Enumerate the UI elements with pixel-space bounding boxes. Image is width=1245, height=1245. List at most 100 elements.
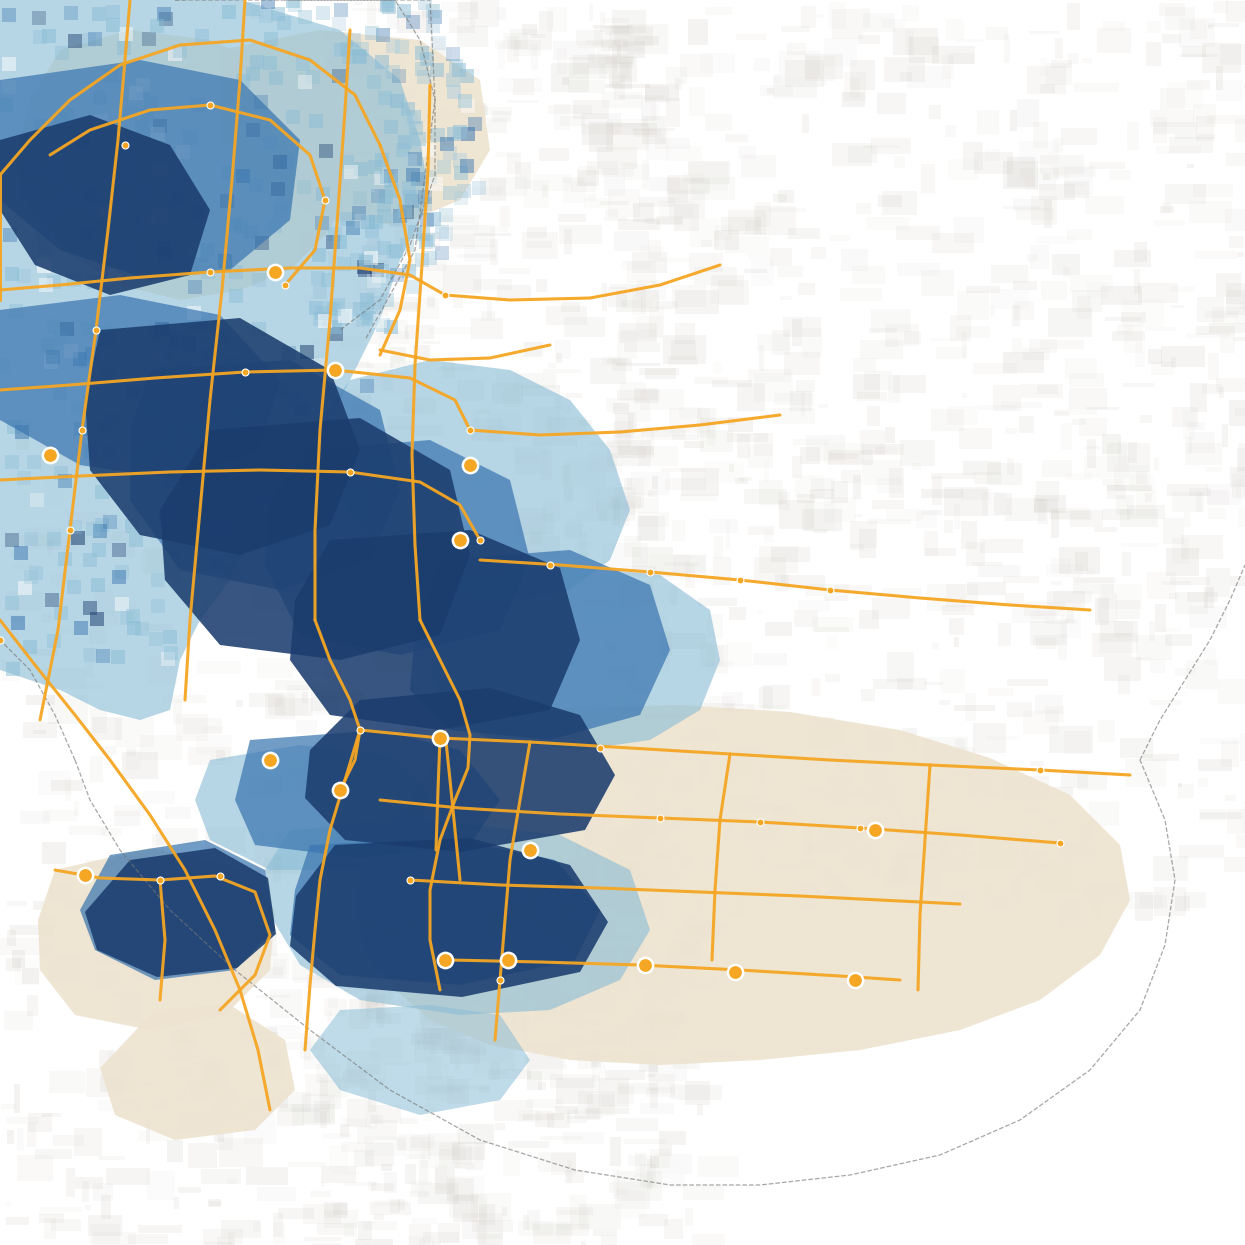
Bar bbox=[359, 254, 372, 269]
Bar bbox=[101, 1195, 111, 1219]
Bar bbox=[458, 1124, 494, 1144]
Bar bbox=[606, 122, 650, 149]
Bar bbox=[183, 946, 214, 969]
Bar bbox=[1215, 66, 1223, 90]
Bar bbox=[247, 1, 260, 16]
Bar bbox=[640, 1103, 674, 1114]
Bar bbox=[346, 456, 380, 458]
Bar bbox=[304, 1037, 311, 1061]
Bar bbox=[807, 843, 818, 853]
Bar bbox=[797, 494, 814, 503]
Bar bbox=[1173, 407, 1198, 427]
Bar bbox=[629, 1154, 651, 1165]
Bar bbox=[680, 55, 712, 76]
Bar bbox=[259, 758, 266, 767]
Bar bbox=[403, 398, 436, 415]
Polygon shape bbox=[220, 30, 491, 225]
Bar bbox=[487, 299, 493, 319]
Bar bbox=[1025, 181, 1056, 190]
Bar bbox=[609, 286, 627, 308]
Bar bbox=[533, 1224, 571, 1244]
Bar bbox=[327, 388, 361, 397]
Bar bbox=[134, 497, 172, 519]
Bar bbox=[650, 1157, 659, 1169]
Bar bbox=[362, 245, 376, 259]
Bar bbox=[405, 325, 435, 340]
Bar bbox=[613, 934, 634, 940]
Bar bbox=[566, 393, 581, 398]
Bar bbox=[1064, 183, 1084, 186]
Bar bbox=[1102, 479, 1123, 487]
Bar bbox=[66, 193, 81, 207]
Bar bbox=[122, 855, 156, 863]
Bar bbox=[87, 275, 101, 289]
Bar bbox=[406, 1154, 425, 1159]
Bar bbox=[305, 116, 324, 141]
Bar bbox=[1102, 286, 1142, 305]
Bar bbox=[371, 189, 385, 203]
Bar bbox=[159, 508, 173, 522]
Bar bbox=[2, 57, 16, 71]
Bar bbox=[609, 758, 626, 779]
Bar bbox=[332, 471, 339, 484]
Bar bbox=[619, 322, 657, 344]
Bar bbox=[378, 566, 411, 574]
Bar bbox=[669, 408, 710, 433]
Bar bbox=[453, 294, 463, 309]
Bar bbox=[627, 874, 652, 898]
Bar bbox=[438, 1223, 459, 1244]
Bar bbox=[645, 367, 676, 378]
Bar bbox=[309, 837, 349, 859]
Bar bbox=[7, 930, 16, 946]
Bar bbox=[548, 994, 586, 1022]
Bar bbox=[921, 270, 954, 296]
Bar bbox=[269, 219, 283, 233]
Bar bbox=[605, 209, 618, 218]
Bar bbox=[458, 133, 473, 142]
Bar bbox=[599, 509, 608, 520]
Bar bbox=[327, 227, 341, 242]
Bar bbox=[493, 383, 523, 403]
Bar bbox=[375, 55, 388, 68]
Bar bbox=[1013, 281, 1037, 290]
Bar bbox=[428, 136, 442, 164]
Bar bbox=[832, 9, 863, 39]
Bar bbox=[1125, 759, 1167, 787]
Bar bbox=[1215, 273, 1240, 296]
Bar bbox=[1235, 118, 1245, 142]
Bar bbox=[200, 1111, 240, 1127]
Bar bbox=[1178, 783, 1182, 787]
Bar bbox=[27, 1123, 36, 1147]
Bar bbox=[192, 204, 205, 219]
Bar bbox=[671, 519, 685, 540]
Bar bbox=[850, 60, 875, 90]
Bar bbox=[1184, 893, 1206, 909]
Bar bbox=[474, 1140, 486, 1162]
Bar bbox=[105, 70, 120, 83]
Bar bbox=[768, 776, 777, 781]
Bar bbox=[496, 370, 519, 387]
Bar bbox=[583, 123, 613, 146]
Bar bbox=[124, 519, 138, 533]
Bar bbox=[453, 1002, 484, 1006]
Bar bbox=[285, 512, 312, 530]
Bar bbox=[596, 969, 630, 990]
Bar bbox=[269, 71, 283, 85]
Bar bbox=[112, 929, 149, 954]
Bar bbox=[120, 152, 133, 166]
Bar bbox=[1068, 374, 1104, 387]
Bar bbox=[451, 1038, 479, 1064]
Bar bbox=[885, 427, 895, 443]
Bar bbox=[20, 535, 55, 545]
Bar bbox=[219, 194, 234, 208]
Bar bbox=[173, 44, 188, 57]
Bar bbox=[179, 508, 193, 522]
Bar bbox=[662, 335, 706, 365]
Bar bbox=[356, 555, 386, 569]
Bar bbox=[911, 463, 921, 471]
Bar bbox=[383, 121, 397, 134]
Bar bbox=[1208, 508, 1225, 519]
Bar bbox=[156, 828, 198, 845]
Bar bbox=[773, 76, 817, 98]
Bar bbox=[98, 204, 112, 219]
